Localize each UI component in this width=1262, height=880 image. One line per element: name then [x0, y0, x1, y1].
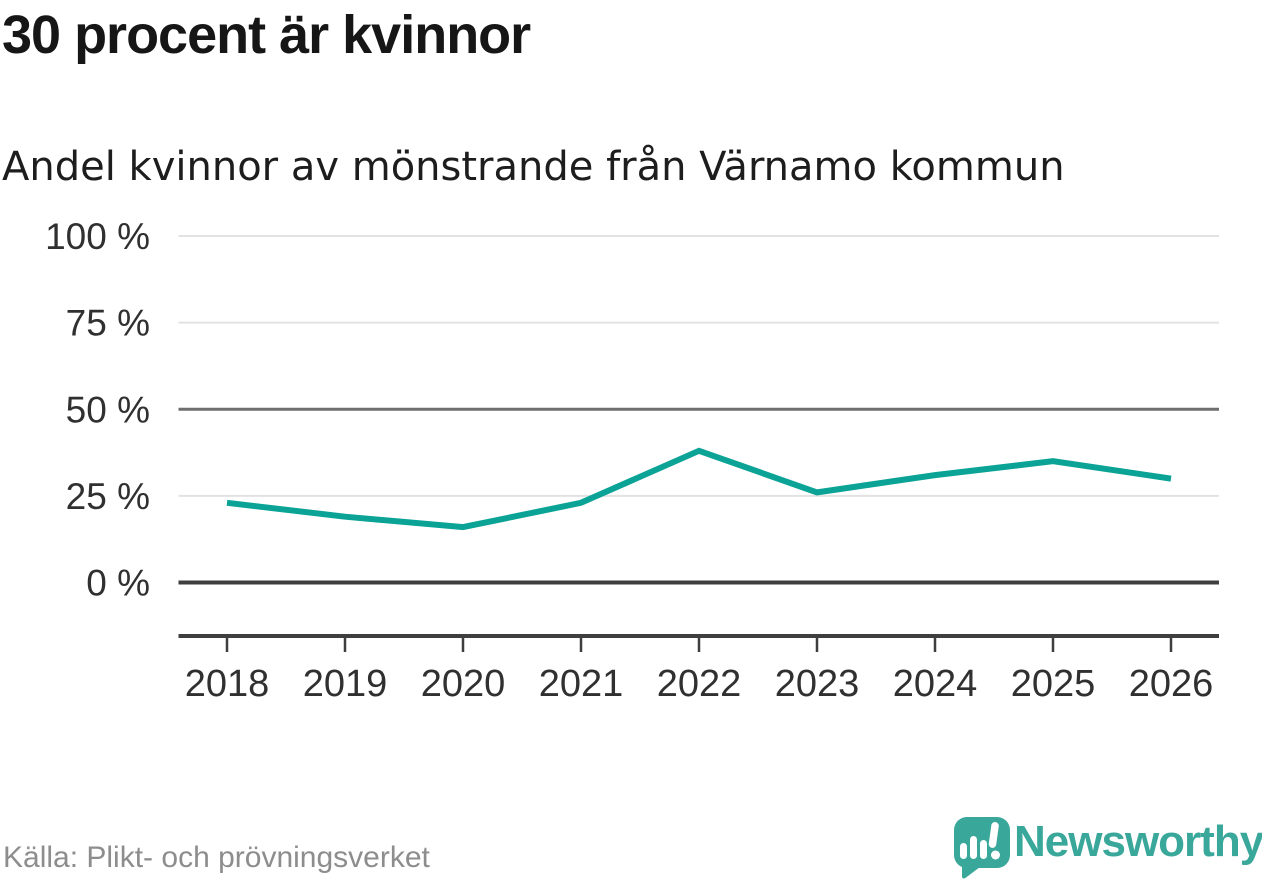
chart-title: 30 procent är kvinnor	[2, 5, 531, 65]
x-tick-label-2020: 2020	[421, 663, 506, 705]
x-tick-label-2024: 2024	[893, 663, 978, 705]
x-tick-label-2021: 2021	[539, 663, 624, 705]
x-tick-label-2026: 2026	[1129, 663, 1214, 705]
y-tick-label-25: 25 %	[66, 476, 150, 517]
y-tick-label-75: 75 %	[66, 303, 150, 344]
logo-bar-2	[970, 836, 977, 859]
source-note: Källa: Plikt- och prövningsverket	[3, 841, 430, 874]
x-tick-label-2025: 2025	[1011, 663, 1096, 705]
x-tick-label-2019: 2019	[303, 663, 388, 705]
logo-exclamation-dot	[991, 850, 1000, 860]
logo-bar-1	[960, 843, 967, 859]
data-line-andel-kvinnor-av-mönstrande	[226, 447, 1172, 531]
x-tick-label-2018: 2018	[185, 663, 270, 705]
x-tick-label-2022: 2022	[657, 663, 742, 705]
x-tick-label-2023: 2023	[775, 663, 860, 705]
logo-exclamation-stem	[988, 822, 999, 848]
newsworthy-logo-icon	[954, 817, 1010, 879]
chart-subtitle: Andel kvinnor av mönstrande från Värnamo…	[2, 144, 1065, 190]
y-tick-label-100: 100 %	[45, 216, 150, 257]
logo-bar-3	[980, 840, 987, 859]
y-tick-label-50: 50 %	[66, 389, 150, 430]
brand-name: Newsworthy	[1014, 817, 1262, 866]
y-tick-label-0: 0 %	[86, 563, 150, 604]
